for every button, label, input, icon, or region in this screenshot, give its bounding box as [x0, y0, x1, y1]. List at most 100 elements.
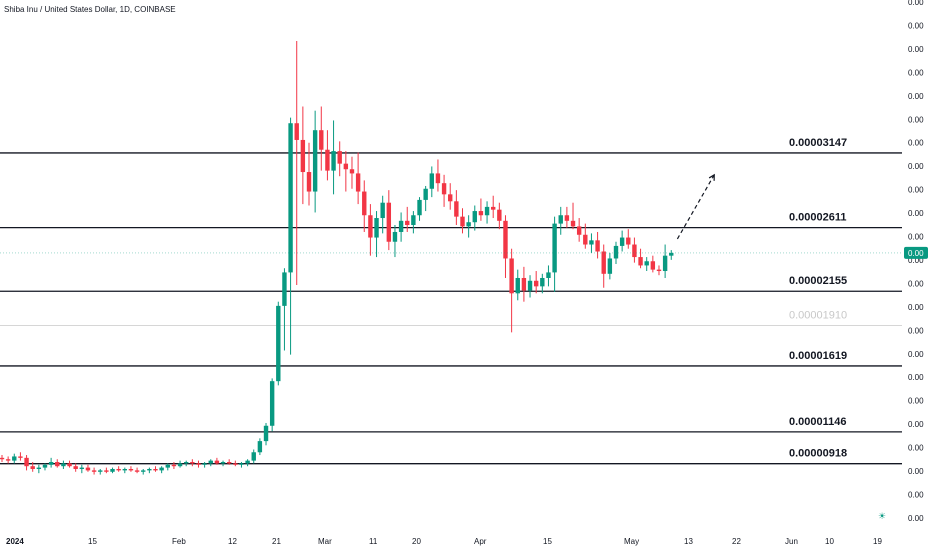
candle-body[interactable] [67, 463, 72, 467]
candle-body[interactable] [570, 220, 576, 227]
candle-body[interactable] [497, 209, 502, 221]
candle-body[interactable] [312, 130, 318, 192]
candle-body[interactable] [12, 456, 17, 461]
candle-body[interactable] [552, 223, 557, 273]
candle-body[interactable] [349, 169, 355, 174]
candle-body[interactable] [626, 237, 631, 245]
candle-body[interactable] [288, 123, 293, 273]
candle-body[interactable] [515, 277, 520, 294]
candle-body[interactable] [91, 470, 97, 472]
candle-body[interactable] [276, 305, 281, 382]
candle-body[interactable] [521, 277, 527, 291]
candle-body[interactable] [607, 258, 613, 274]
candle-body[interactable] [122, 468, 127, 471]
candle-body[interactable] [386, 202, 392, 242]
candle-body[interactable] [411, 215, 416, 226]
candle-body[interactable] [294, 123, 299, 140]
candle-body[interactable] [147, 468, 152, 471]
candle-body[interactable] [73, 466, 78, 469]
candle-body[interactable] [478, 211, 484, 216]
candle-body[interactable] [429, 173, 434, 189]
candle-body[interactable] [196, 463, 201, 465]
projection-arrow[interactable] [676, 174, 715, 240]
candle-body[interactable] [85, 467, 91, 471]
candle-body[interactable] [110, 468, 115, 472]
candle-body[interactable] [30, 466, 35, 469]
candle-body[interactable] [5, 459, 11, 461]
candle-body[interactable] [583, 234, 588, 245]
candle-body[interactable] [435, 173, 441, 184]
candle-body[interactable] [656, 269, 662, 272]
candle-body[interactable] [423, 188, 428, 200]
candle-body[interactable] [460, 216, 465, 227]
candle-body[interactable] [48, 462, 54, 465]
candle-body[interactable] [491, 206, 496, 210]
candle-body[interactable] [61, 463, 66, 467]
candle-body[interactable] [368, 215, 373, 238]
candle-body[interactable] [171, 464, 177, 467]
theme-toggle-icon[interactable]: ☀ [877, 511, 887, 521]
candle-body[interactable] [638, 257, 643, 266]
candle-body[interactable] [282, 272, 287, 306]
candle-body[interactable] [269, 381, 275, 426]
candle-body[interactable] [380, 202, 385, 219]
candle-body[interactable] [202, 463, 207, 465]
candle-body[interactable] [104, 470, 109, 472]
candle-body[interactable] [233, 463, 238, 465]
candle-body[interactable] [343, 163, 349, 170]
candle-body[interactable] [251, 452, 256, 461]
candle-body[interactable] [533, 280, 539, 287]
candle-body[interactable] [337, 151, 342, 164]
candle-body[interactable] [448, 194, 453, 202]
candle-body[interactable] [454, 201, 459, 217]
candle-body[interactable] [662, 255, 668, 272]
candle-body[interactable] [564, 215, 570, 221]
candle-body[interactable] [165, 464, 170, 468]
candle-body[interactable] [595, 240, 600, 252]
candle-body[interactable] [644, 261, 649, 266]
candle-body[interactable] [325, 149, 330, 171]
candle-body[interactable] [184, 462, 189, 464]
candle-body[interactable] [24, 457, 29, 467]
candle-body[interactable] [36, 467, 42, 469]
candle-body[interactable] [619, 237, 625, 246]
candle-body[interactable] [300, 139, 306, 173]
candle-body[interactable] [79, 467, 85, 469]
candle-body[interactable] [239, 463, 244, 465]
candle-body[interactable] [190, 462, 195, 464]
candle-body[interactable] [177, 463, 183, 467]
candle-body[interactable] [613, 245, 619, 259]
candle-body[interactable] [632, 244, 637, 258]
candle-body[interactable] [441, 183, 447, 195]
candle-body[interactable] [208, 460, 213, 464]
candle-body[interactable] [220, 462, 226, 464]
candle-body[interactable] [417, 199, 422, 216]
candle-body[interactable] [0, 457, 5, 460]
candle-body[interactable] [153, 468, 158, 471]
candle-body[interactable] [319, 130, 324, 150]
candle-body[interactable] [128, 468, 134, 471]
candle-body[interactable] [392, 231, 398, 242]
candle-body[interactable] [55, 462, 60, 467]
candle-body[interactable] [226, 462, 232, 464]
candle-body[interactable] [306, 172, 312, 192]
candle-body[interactable] [98, 470, 103, 472]
candle-body[interactable] [540, 277, 545, 287]
candle-body[interactable] [116, 468, 121, 471]
candle-body[interactable] [374, 218, 379, 238]
candle-body[interactable] [466, 222, 471, 227]
candle-body[interactable] [134, 470, 140, 472]
candle-body[interactable] [558, 215, 563, 224]
candle-body[interactable] [263, 425, 269, 442]
candle-body[interactable] [257, 441, 263, 453]
candle-body[interactable] [546, 272, 551, 278]
candle-body[interactable] [245, 460, 250, 464]
candle-body[interactable] [527, 280, 533, 291]
candle-body[interactable] [159, 467, 164, 471]
candle-body[interactable] [141, 470, 146, 472]
candle-body[interactable] [18, 456, 23, 458]
candle-body[interactable] [331, 151, 336, 171]
candle-body[interactable] [509, 258, 514, 294]
candle-body[interactable] [405, 220, 410, 226]
